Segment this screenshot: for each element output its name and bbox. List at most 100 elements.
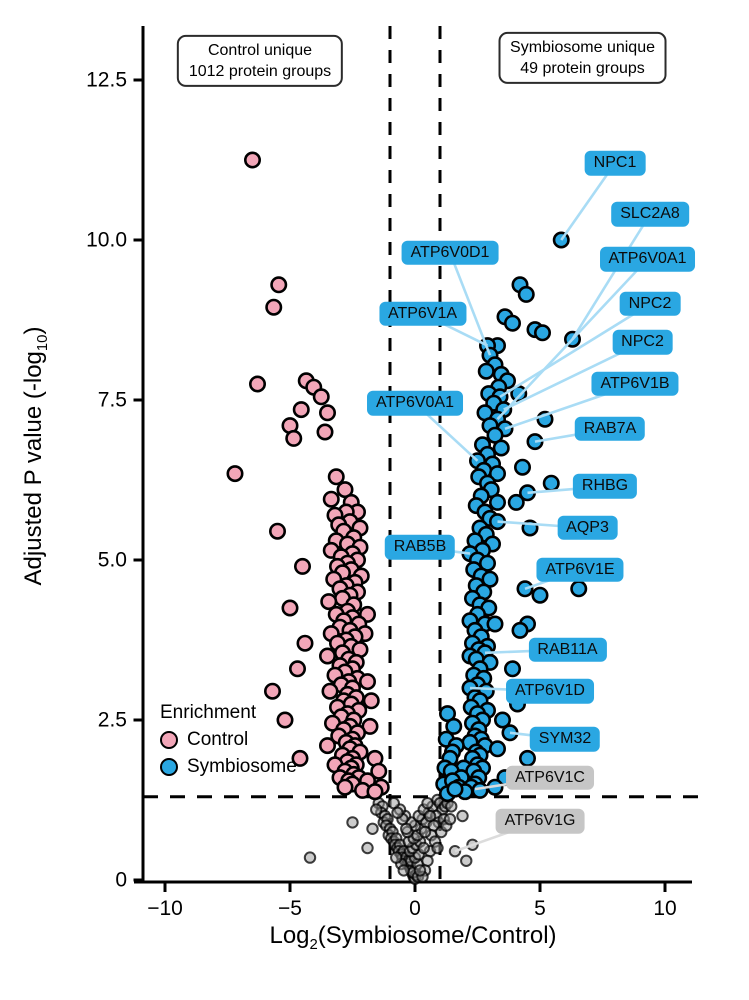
data-point-symbiosome bbox=[488, 740, 506, 758]
legend-title: Enrichment bbox=[160, 702, 257, 723]
data-point-control bbox=[318, 404, 336, 422]
data-point-symbiosome bbox=[488, 493, 506, 511]
y-axis-title-subscript: 10 bbox=[34, 334, 51, 352]
protein-label-atp6v1c: ATP6V1C bbox=[506, 765, 594, 790]
data-point-not-significant bbox=[346, 816, 359, 829]
data-point-not-significant bbox=[456, 809, 469, 823]
data-point-control bbox=[366, 783, 384, 801]
data-point-control bbox=[288, 660, 306, 678]
data-point-control bbox=[281, 599, 299, 617]
y-tick-label: 0 bbox=[115, 868, 127, 892]
data-point-symbiosome bbox=[493, 711, 511, 729]
protein-label-atp6v1e: ATP6V1E bbox=[536, 557, 624, 582]
annotation-box-control-unique: Control unique 1012 protein groups bbox=[176, 34, 344, 87]
y-axis-title-text: Adjusted P value (-log bbox=[20, 351, 47, 586]
data-point-control bbox=[318, 647, 336, 665]
data-point-not-significant bbox=[361, 841, 374, 855]
data-point-control bbox=[263, 682, 281, 700]
data-point-not-significant bbox=[423, 809, 437, 823]
data-point-control bbox=[293, 557, 311, 575]
data-point-control bbox=[312, 388, 330, 406]
annotation-line: Control unique bbox=[207, 41, 313, 59]
legend: Enrichment Control Symbiosome bbox=[160, 702, 297, 778]
protein-label-npc2: NPC2 bbox=[619, 291, 681, 317]
protein-label-atp6v0a1: ATP6V0A1 bbox=[599, 246, 696, 272]
data-point-control bbox=[244, 151, 262, 169]
data-point-control bbox=[322, 490, 340, 508]
label-connector-line bbox=[560, 162, 617, 241]
data-point-symbiosome bbox=[446, 780, 464, 798]
protein-label-rab5b: RAB5B bbox=[384, 534, 456, 560]
protein-label-rab7a: RAB7A bbox=[574, 416, 646, 441]
data-point-control bbox=[249, 375, 267, 393]
protein-label-rhbg: RHBG bbox=[572, 474, 638, 499]
data-point-control bbox=[320, 593, 338, 611]
data-point-symbiosome bbox=[511, 621, 529, 639]
data-point-control bbox=[362, 692, 380, 710]
data-point-not-significant bbox=[443, 813, 457, 826]
data-point-control bbox=[327, 468, 345, 486]
x-tick-label: −10 bbox=[147, 897, 183, 920]
annotation-line: 1012 protein groups bbox=[188, 62, 332, 80]
y-tick-label: 5.0 bbox=[97, 548, 127, 572]
data-point-symbiosome bbox=[471, 781, 489, 799]
protein-label-atp6v0a1: ATP6V0A1 bbox=[367, 390, 463, 416]
data-point-control bbox=[336, 778, 354, 796]
data-point-symbiosome bbox=[517, 285, 535, 303]
annotation-box-symbiosome-unique: Symbiosome unique 49 protein groups bbox=[498, 32, 667, 85]
data-point-not-significant bbox=[370, 803, 383, 816]
legend-item-control: Control bbox=[160, 729, 297, 751]
data-point-symbiosome bbox=[492, 439, 510, 457]
protein-label-aqp3: AQP3 bbox=[557, 515, 618, 541]
data-point-symbiosome bbox=[503, 314, 521, 332]
data-point-not-significant bbox=[431, 841, 444, 855]
label-connector-line bbox=[571, 213, 652, 340]
data-point-not-significant bbox=[418, 825, 432, 839]
x-axis-title-suffix: (Symbiosome/Control) bbox=[317, 922, 557, 949]
x-axis-title-subscript: 2 bbox=[309, 936, 318, 953]
data-point-symbiosome bbox=[507, 493, 525, 511]
x-tick-label: 0 bbox=[409, 897, 421, 920]
legend-item-label: Control bbox=[187, 729, 249, 750]
legend-item-symbiosome: Symbiosome bbox=[160, 756, 297, 778]
data-point-control bbox=[321, 682, 339, 700]
y-axis-title: Adjusted P value (-log10) bbox=[20, 326, 51, 586]
data-point-not-significant bbox=[397, 864, 410, 877]
protein-label-npc2: NPC2 bbox=[612, 330, 673, 355]
protein-label-npc1: NPC1 bbox=[584, 150, 646, 176]
label-connector-line bbox=[496, 258, 649, 421]
data-point-control bbox=[226, 465, 244, 483]
data-point-control bbox=[292, 401, 310, 419]
protein-label-atp6v1a: ATP6V1A bbox=[378, 301, 467, 326]
data-point-symbiosome bbox=[477, 362, 495, 380]
x-axis-title: Log2(Symbiosome/Control) bbox=[269, 922, 557, 953]
protein-label-atp6v1b: ATP6V1B bbox=[591, 371, 679, 397]
data-point-control bbox=[296, 634, 314, 652]
x-tick-label: −5 bbox=[278, 897, 302, 920]
legend-item-label: Symbiosome bbox=[187, 756, 297, 777]
control-point-swatch-icon bbox=[160, 731, 178, 749]
data-point-symbiosome bbox=[531, 586, 549, 604]
data-point-control bbox=[318, 737, 336, 755]
data-point-symbiosome bbox=[486, 615, 504, 633]
data-point-control bbox=[276, 711, 294, 729]
data-point-not-significant bbox=[445, 800, 458, 813]
data-point-not-significant bbox=[303, 851, 317, 864]
data-point-symbiosome bbox=[488, 465, 506, 483]
data-point-not-significant bbox=[390, 851, 403, 864]
data-point-control bbox=[316, 423, 334, 441]
data-point-symbiosome bbox=[513, 458, 531, 476]
data-point-control bbox=[291, 749, 309, 767]
annotation-line: 49 protein groups bbox=[520, 60, 645, 78]
data-point-not-significant bbox=[417, 841, 430, 855]
protein-label-rab11a: RAB11A bbox=[528, 637, 607, 662]
y-axis-title-suffix: ) bbox=[20, 326, 47, 335]
data-point-not-significant bbox=[413, 864, 427, 877]
x-tick-label: 5 bbox=[534, 897, 546, 920]
data-point-symbiosome bbox=[518, 749, 536, 767]
protein-label-sym32: SYM32 bbox=[529, 726, 601, 752]
data-point-symbiosome bbox=[542, 474, 560, 492]
data-point-symbiosome bbox=[570, 580, 588, 598]
